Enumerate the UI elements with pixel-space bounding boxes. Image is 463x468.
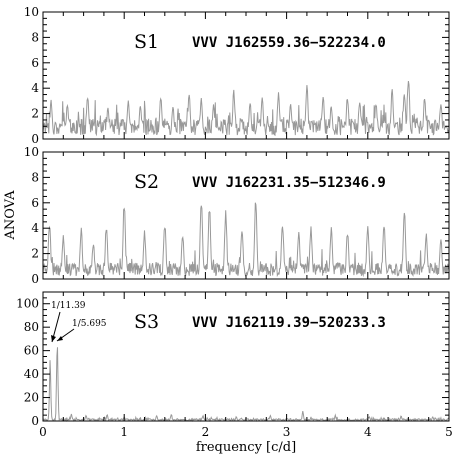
anova-series-s1 [42, 81, 450, 137]
panel-label: S3 [134, 311, 159, 333]
y-tick-label: 6 [31, 196, 39, 210]
y-tick-label: 2 [31, 247, 39, 261]
y-axis-title: ANOVA [3, 190, 18, 241]
y-tick-label: 10 [24, 5, 39, 19]
plot-frame [42, 11, 450, 140]
panel-s1: 0 2 4 6 8 10 S1 VVV J162559.36−522234.0 [24, 5, 450, 146]
anova-series-s2 [42, 202, 450, 278]
y-tick-label: 80 [24, 320, 39, 334]
plot-frame [42, 291, 450, 422]
panel-s3: 0 20 40 60 80 100 0 1 2 3 4 5 S3 VVV J162119.39−52023… [16, 291, 453, 439]
y-tick-label: 6 [31, 56, 39, 70]
y-tick-label: 8 [31, 170, 39, 184]
y-tick-label: 4 [31, 221, 39, 235]
star-name: VVV J162559.36−522234.0 [192, 35, 386, 51]
y-tick-label: 0 [31, 132, 39, 146]
annotation-period-1: 1/11.39 [51, 301, 86, 311]
y-tick-label: 100 [16, 297, 39, 311]
arrow-head [51, 335, 56, 342]
plot-frame [42, 151, 450, 280]
y-tick-label: 10 [24, 145, 39, 159]
panel-label: S2 [134, 171, 159, 193]
x-tick-label: 1 [120, 425, 128, 439]
anova-series-s3 [42, 347, 450, 423]
y-tick-label: 8 [31, 30, 39, 44]
y-tick-label: 0 [31, 272, 39, 286]
y-tick-label: 4 [31, 81, 39, 95]
x-tick-label: 5 [445, 425, 453, 439]
star-name: VVV J162231.35−512346.9 [192, 175, 386, 191]
x-tick-label: 0 [39, 425, 47, 439]
x-tick-label: 3 [283, 425, 291, 439]
panel-label: S1 [134, 31, 159, 53]
arrow-head [57, 336, 63, 341]
star-name: VVV J162119.39−520233.3 [192, 315, 386, 331]
y-tick-label: 0 [31, 414, 39, 428]
x-axis-title: frequency [c/d] [196, 440, 296, 455]
y-tick-label: 40 [24, 367, 39, 381]
x-tick-label: 2 [202, 425, 210, 439]
annotation-period-2: 1/5.695 [72, 319, 107, 329]
panel-s2: 0 2 4 6 8 10 S2 VVV J162231.35−512346.9 [24, 145, 450, 286]
y-tick-label: 2 [31, 107, 39, 121]
y-tick-label: 60 [24, 344, 39, 358]
x-tick-label: 4 [364, 425, 372, 439]
y-tick-label: 20 [24, 391, 39, 405]
